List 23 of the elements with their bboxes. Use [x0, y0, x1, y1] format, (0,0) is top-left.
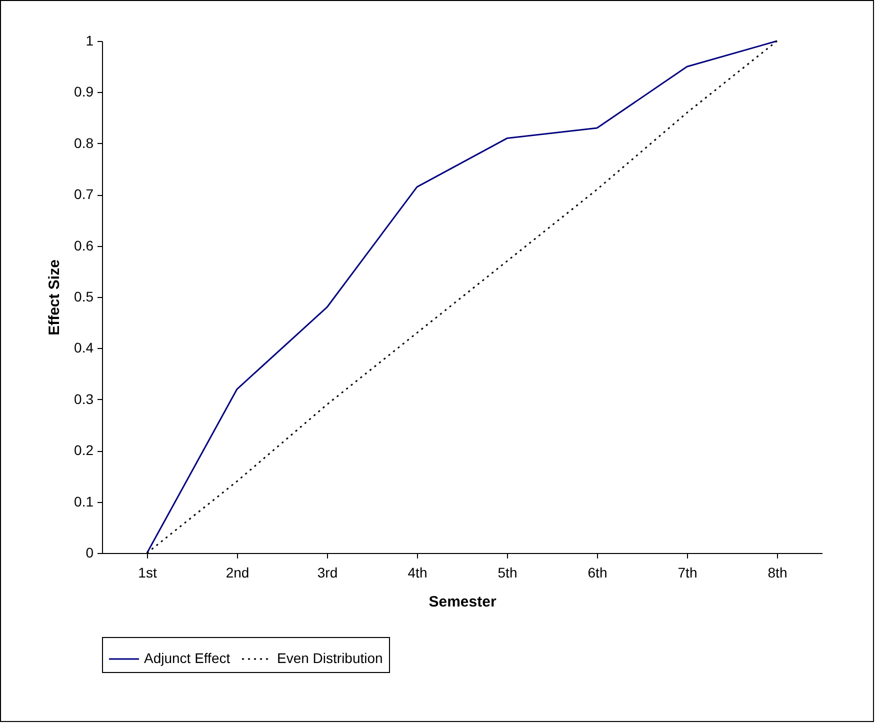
y-tick-label: 1: [86, 32, 94, 48]
y-tick-label: 0.4: [74, 340, 94, 356]
y-tick-label: 0.8: [74, 134, 94, 151]
x-tick-label: 4th: [408, 564, 428, 580]
x-tick-label: 2nd: [226, 564, 250, 580]
y-tick-label: 0.5: [74, 288, 94, 304]
x-axis-title: Semester: [428, 594, 496, 610]
x-tick-label: 5th: [498, 564, 518, 580]
y-tick-label: 0.1: [74, 493, 94, 510]
legend-label: Even Distribution: [277, 650, 383, 666]
y-axis-title: Effect Size: [46, 260, 64, 336]
x-tick-label: 1st: [138, 564, 157, 580]
y-tick-label: 0.9: [74, 84, 94, 100]
y-tick-label: 0.6: [74, 237, 94, 254]
x-tick-label: 3rd: [317, 564, 338, 580]
y-tick-label: 0.2: [74, 442, 94, 458]
y-tick-label: 0: [86, 544, 94, 560]
y-tick-label: 0.3: [74, 390, 94, 407]
x-tick-label: 6th: [588, 564, 608, 580]
x-tick-label: 7th: [678, 564, 698, 580]
x-tick-label: 8th: [768, 564, 788, 580]
y-tick-label: 0.7: [74, 186, 94, 202]
legend-label: Adjunct Effect: [144, 650, 230, 666]
